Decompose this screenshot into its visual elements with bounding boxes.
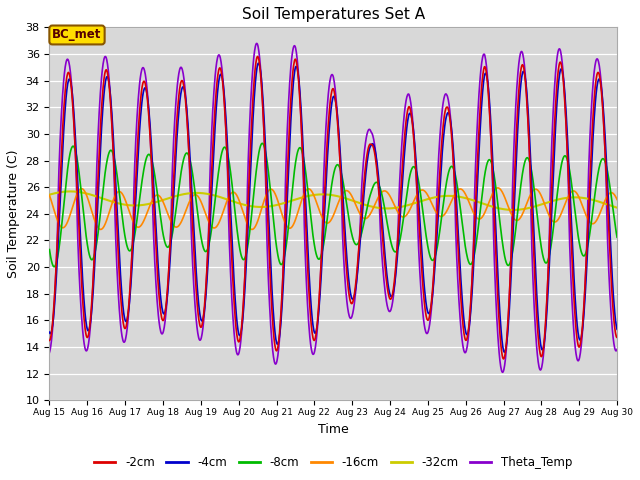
-32cm [172,193,180,199]
Theta_Temp [496,358,504,363]
-16cm [45,192,53,198]
Title: Soil Temperatures Set A: Soil Temperatures Set A [242,7,425,22]
-8cm [422,233,430,239]
-2cm [613,335,621,340]
-2cm [158,316,166,322]
-32cm [159,197,166,203]
-2cm [45,337,53,343]
-4cm [422,298,429,304]
Line: -16cm: -16cm [49,188,617,229]
-16cm [494,185,502,191]
-2cm [236,339,243,345]
X-axis label: Time: Time [318,422,349,435]
Line: Theta_Temp: Theta_Temp [49,43,617,372]
Line: -8cm: -8cm [49,144,617,267]
-32cm [509,207,517,213]
-8cm [236,245,243,251]
-4cm [547,239,554,244]
Line: -32cm: -32cm [49,192,617,210]
Theta_Temp [547,181,554,187]
-32cm [496,205,504,211]
-16cm [422,189,429,195]
Theta_Temp [172,102,180,108]
-2cm [496,330,504,336]
-2cm [500,356,508,362]
Text: BC_met: BC_met [52,28,102,41]
Theta_Temp [45,349,53,355]
-8cm [497,223,504,228]
-16cm [547,215,554,221]
-8cm [51,264,58,270]
Theta_Temp [253,40,260,46]
-2cm [254,54,262,60]
-4cm [158,304,166,310]
-4cm [255,60,262,66]
Theta_Temp [499,370,506,375]
-32cm [45,192,53,197]
-16cm [172,224,180,230]
-16cm [613,197,621,203]
-16cm [248,227,255,232]
Theta_Temp [422,329,429,335]
-16cm [497,186,504,192]
Theta_Temp [236,349,243,355]
-32cm [422,197,429,203]
-32cm [67,189,74,194]
Line: -4cm: -4cm [49,63,617,352]
-16cm [236,198,243,204]
-16cm [158,197,166,203]
-4cm [613,326,621,332]
-8cm [259,141,266,146]
-32cm [547,199,554,204]
Theta_Temp [613,347,621,352]
-2cm [422,311,429,317]
Y-axis label: Soil Temperature (C): Soil Temperature (C) [7,150,20,278]
-32cm [236,201,243,206]
-2cm [172,136,180,142]
-4cm [236,332,243,338]
-32cm [613,205,621,211]
-8cm [172,206,180,212]
-8cm [547,247,554,252]
-4cm [45,329,53,335]
-8cm [45,247,53,252]
-8cm [613,234,621,240]
Legend: -2cm, -4cm, -8cm, -16cm, -32cm, Theta_Temp: -2cm, -4cm, -8cm, -16cm, -32cm, Theta_Te… [90,451,577,473]
-4cm [496,311,504,317]
-4cm [172,156,180,161]
-4cm [501,349,509,355]
Line: -2cm: -2cm [49,57,617,359]
-2cm [547,217,554,223]
Theta_Temp [158,331,166,337]
-8cm [159,227,166,232]
